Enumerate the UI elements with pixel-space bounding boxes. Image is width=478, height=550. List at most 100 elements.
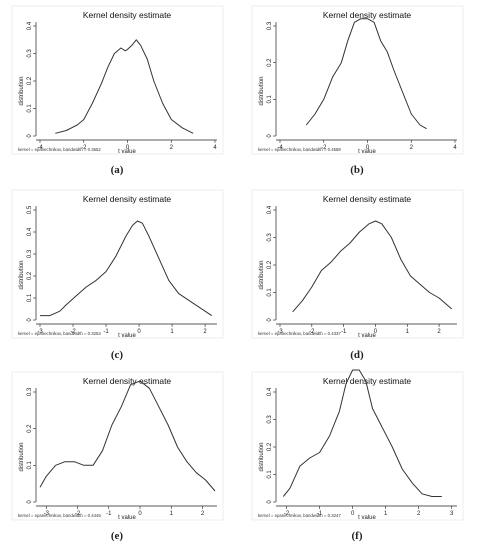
- y-tick-label: 0.1: [267, 95, 273, 104]
- caption-d: (d): [350, 349, 364, 361]
- caption-c: (c): [110, 349, 124, 361]
- x-tick-label: 0: [366, 145, 370, 151]
- y-tick-label: 0: [27, 500, 33, 504]
- kernel-note: kernel = epanechnikov, bandwidth = 0.458…: [258, 147, 341, 152]
- y-tick-label: 0.2: [267, 260, 273, 269]
- y-tick-label: 0.3: [27, 249, 33, 258]
- x-tick-label: 0: [374, 329, 378, 335]
- y-tick-label: 0.3: [27, 49, 33, 58]
- caption-b: (b): [350, 164, 364, 176]
- y-tick-label: 0: [27, 318, 33, 322]
- y-axis-title: distribution: [259, 260, 265, 289]
- x-tick-label: 2: [437, 329, 441, 335]
- y-axis-title: distribution: [259, 76, 265, 105]
- y-tick-label: 0.3: [267, 415, 273, 424]
- x-tick-label: 4: [453, 145, 457, 151]
- y-axis-title: distribution: [19, 76, 25, 105]
- y-tick-label: 0.2: [27, 76, 33, 85]
- x-tick-label: 2: [170, 145, 174, 151]
- density-curve: [282, 369, 442, 497]
- x-tick-label: 2: [417, 511, 421, 517]
- x-tick-label: -2: [284, 511, 290, 517]
- x-tick-label: -1: [341, 329, 347, 335]
- y-tick-label: 0.3: [267, 21, 273, 30]
- caption-f: (f): [351, 530, 363, 542]
- y-tick-label: 0.1: [27, 293, 33, 302]
- chart-title: Kernel density estimate: [323, 194, 412, 204]
- y-tick-label: 0.1: [27, 104, 33, 113]
- y-tick-label: 0.3: [267, 233, 273, 242]
- x-axis-title: t value: [118, 333, 136, 339]
- chart-panel-d: Kernel density estimate distribution t v…: [251, 189, 464, 339]
- y-tick-label: 0.4: [27, 21, 33, 30]
- y-tick-label: 0: [267, 134, 273, 138]
- x-tick-label: -4: [277, 145, 283, 151]
- x-axis-title: t value: [118, 515, 136, 521]
- x-tick-label: 4: [213, 145, 217, 151]
- x-tick-label: 3: [450, 511, 454, 517]
- x-axis-title: t value: [358, 149, 376, 155]
- density-curve: [39, 380, 216, 492]
- x-tick-label: 0: [138, 511, 142, 517]
- y-tick-label: 0.1: [27, 461, 33, 470]
- x-tick-label: -3: [277, 329, 283, 335]
- panel-frame: [251, 189, 464, 339]
- x-tick-label: 0: [351, 511, 355, 517]
- chart-panel-a: Kernel density estimate distribution t v…: [11, 5, 224, 155]
- x-tick-label: -2: [70, 329, 76, 335]
- y-tick-label: 0.4: [267, 205, 273, 214]
- caption-a: (a): [110, 164, 124, 176]
- x-tick-label: -3: [37, 329, 43, 335]
- density-curve: [55, 39, 194, 134]
- x-tick-label: -2: [75, 511, 81, 517]
- x-tick-label: 2: [410, 145, 414, 151]
- chart-title: Kernel density estimate: [83, 194, 172, 204]
- y-tick-label: 0.3: [27, 387, 33, 396]
- x-axis-title: t value: [358, 515, 376, 521]
- density-curve: [40, 220, 212, 317]
- x-tick-label: 1: [170, 511, 174, 517]
- kernel-note: kernel = epanechnikov, bandwidth = 0.444…: [18, 513, 101, 518]
- y-tick-label: 0.2: [27, 271, 33, 280]
- panel-frame: [11, 371, 224, 521]
- x-tick-label: -3: [44, 511, 50, 517]
- panel-frame: [11, 5, 224, 155]
- chart-title: Kernel density estimate: [83, 10, 172, 20]
- chart-title: Kernel density estimate: [323, 10, 412, 20]
- x-tick-label: -1: [106, 511, 112, 517]
- x-tick-label: 2: [201, 511, 205, 517]
- panel-frame: [11, 189, 224, 339]
- y-tick-label: 0.4: [267, 387, 273, 396]
- x-tick-label: 1: [406, 329, 410, 335]
- x-tick-label: -4: [37, 145, 43, 151]
- chart-title: Kernel density estimate: [323, 376, 412, 386]
- panel-frame: [251, 371, 464, 521]
- y-axis-title: distribution: [19, 260, 25, 289]
- chart-panel-e: Kernel density estimate distribution t v…: [11, 371, 224, 521]
- y-tick-label: 0.1: [267, 470, 273, 479]
- x-tick-label: 1: [384, 511, 388, 517]
- x-axis-title: t value: [358, 333, 376, 339]
- x-tick-label: 0: [137, 329, 141, 335]
- chart-panel-c: Kernel density estimate distribution t v…: [11, 189, 224, 339]
- chart-panel-f: Kernel density estimate distribution t v…: [251, 369, 464, 521]
- kernel-note: kernel = epanechnikov, bandwidth = 0.365…: [18, 147, 101, 152]
- y-tick-label: 0: [267, 318, 273, 322]
- kernel-note: kernel = epanechnikov, bandwidth = 0.433…: [258, 331, 341, 336]
- chart-panel-b: Kernel density estimate distribution t v…: [251, 5, 464, 155]
- kernel-note: kernel = epanechnikov, bandwidth = 0.325…: [18, 331, 101, 336]
- y-tick-label: 0.5: [27, 205, 33, 214]
- x-tick-label: 1: [170, 329, 174, 335]
- density-curve: [305, 18, 427, 130]
- x-tick-label: -2: [321, 145, 327, 151]
- kernel-note: kernel = epanechnikov, bandwidth = 0.324…: [258, 513, 341, 518]
- x-tick-label: 0: [126, 145, 130, 151]
- x-tick-label: -2: [81, 145, 87, 151]
- x-tick-label: -2: [309, 329, 315, 335]
- caption-e: (e): [110, 530, 124, 542]
- density-curve: [292, 220, 453, 313]
- y-tick-label: 0.1: [267, 288, 273, 297]
- y-tick-label: 0: [267, 500, 273, 504]
- x-tick-label: -1: [317, 511, 323, 517]
- x-tick-label: 2: [203, 329, 207, 335]
